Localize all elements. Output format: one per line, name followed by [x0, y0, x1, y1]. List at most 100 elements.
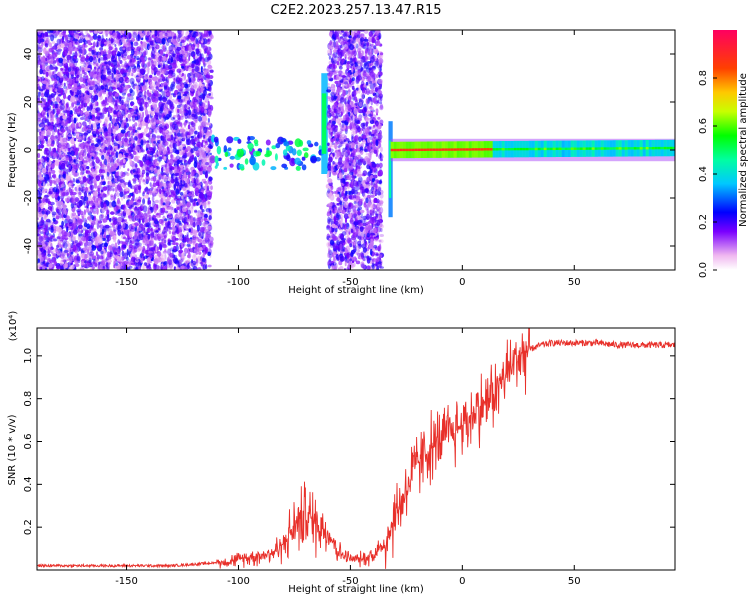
- noise-cell: [165, 92, 171, 96]
- noise-cell: [176, 206, 180, 211]
- noise-cell: [50, 150, 54, 157]
- noise-cell: [162, 47, 166, 53]
- noise-cell: [136, 127, 142, 131]
- noise-cell: [121, 137, 125, 144]
- noise-cell: [163, 32, 166, 39]
- noise-cell: [159, 258, 165, 263]
- noise-cell: [104, 224, 110, 229]
- noise-cell: [134, 136, 138, 141]
- noise-cell: [151, 246, 156, 250]
- noise-cell: [113, 69, 117, 75]
- noise-cell: [142, 198, 146, 205]
- noise-cell: [199, 31, 202, 35]
- noise-cell: [149, 143, 152, 147]
- noise-cell: [209, 96, 214, 100]
- noise-cell: [60, 132, 64, 138]
- noise-cell: [169, 204, 173, 212]
- noise-cell: [185, 87, 190, 93]
- noise-cell: [69, 235, 72, 242]
- noise-cell: [208, 204, 211, 209]
- noise-cell: [90, 139, 93, 145]
- noise-cell: [99, 91, 102, 98]
- noise-cell: [92, 211, 97, 215]
- noise-cell: [109, 30, 113, 35]
- noise-cell: [37, 59, 41, 66]
- noise-cell: [207, 238, 210, 243]
- noise-cell: [181, 75, 186, 82]
- noise-cell: [80, 168, 83, 175]
- noise-cell: [172, 75, 176, 81]
- noise-cell: [134, 60, 139, 64]
- noise-cell: [127, 118, 132, 122]
- noise-cell: [67, 58, 73, 64]
- noise-cell: [37, 152, 41, 159]
- noise-cell: [179, 115, 184, 120]
- noise-cell: [190, 71, 194, 78]
- noise-cell: [159, 204, 162, 209]
- noise-cell: [163, 134, 167, 138]
- noise-cell: [66, 96, 69, 100]
- noise-cell: [60, 253, 65, 259]
- noise-cell: [161, 167, 164, 172]
- noise-cell: [83, 132, 89, 136]
- noise-cell: [45, 50, 50, 54]
- noise-cell: [102, 67, 106, 71]
- noise-cell: [127, 103, 130, 110]
- noise-cell: [66, 258, 69, 262]
- noise-cell: [112, 188, 115, 192]
- noise-cell: [73, 117, 77, 124]
- noise-cell: [130, 140, 135, 144]
- noise-cell: [169, 266, 173, 270]
- noise-cell: [110, 107, 114, 111]
- noise-cell: [82, 135, 86, 141]
- noise-cell: [200, 218, 204, 223]
- noise-cell: [77, 233, 80, 241]
- noise-cell: [100, 214, 104, 219]
- noise-cell: [54, 83, 59, 89]
- noise-cell: [106, 171, 110, 177]
- noise-cell: [39, 88, 44, 92]
- noise-cell: [110, 211, 115, 215]
- noise-cell: [106, 151, 110, 156]
- noise-cell: [39, 144, 45, 149]
- noise-cell: [62, 241, 65, 248]
- noise-cell: [195, 252, 198, 255]
- noise-cell: [187, 151, 192, 157]
- noise-cell: [104, 158, 107, 166]
- noise-cell: [194, 130, 198, 135]
- noise-cell: [73, 57, 76, 64]
- noise-cell: [80, 56, 86, 63]
- noise-cell: [205, 68, 210, 73]
- noise-cell: [146, 89, 150, 95]
- noise-cell: [162, 30, 165, 33]
- noise-cell: [83, 87, 88, 91]
- noise-cell: [99, 133, 102, 137]
- noise-cell: [178, 222, 183, 226]
- noise-cell: [89, 184, 94, 191]
- noise-cell: [56, 244, 59, 249]
- noise-cell: [133, 55, 137, 59]
- noise-cell: [142, 192, 145, 197]
- noise-cell: [78, 191, 82, 198]
- noise-cell: [175, 139, 181, 147]
- noise-cell: [96, 222, 100, 230]
- noise-cell: [179, 89, 182, 94]
- noise-cell: [45, 210, 51, 215]
- noise-cell: [130, 168, 134, 176]
- noise-cell: [187, 174, 191, 179]
- noise-cell: [204, 109, 208, 114]
- noise-cell: [161, 252, 165, 257]
- noise-cell: [182, 243, 186, 247]
- noise-cell: [190, 135, 194, 139]
- noise-cell: [70, 227, 73, 231]
- noise-cell: [142, 217, 145, 224]
- noise-cell: [37, 171, 40, 178]
- noise-cell: [190, 170, 194, 177]
- noise-cell: [147, 209, 150, 215]
- noise-cell: [48, 60, 53, 65]
- noise-cell: [84, 36, 89, 41]
- noise-cell: [137, 245, 143, 251]
- noise-cell: [199, 247, 203, 251]
- noise-cell: [170, 153, 173, 158]
- noise-cell: [169, 146, 173, 153]
